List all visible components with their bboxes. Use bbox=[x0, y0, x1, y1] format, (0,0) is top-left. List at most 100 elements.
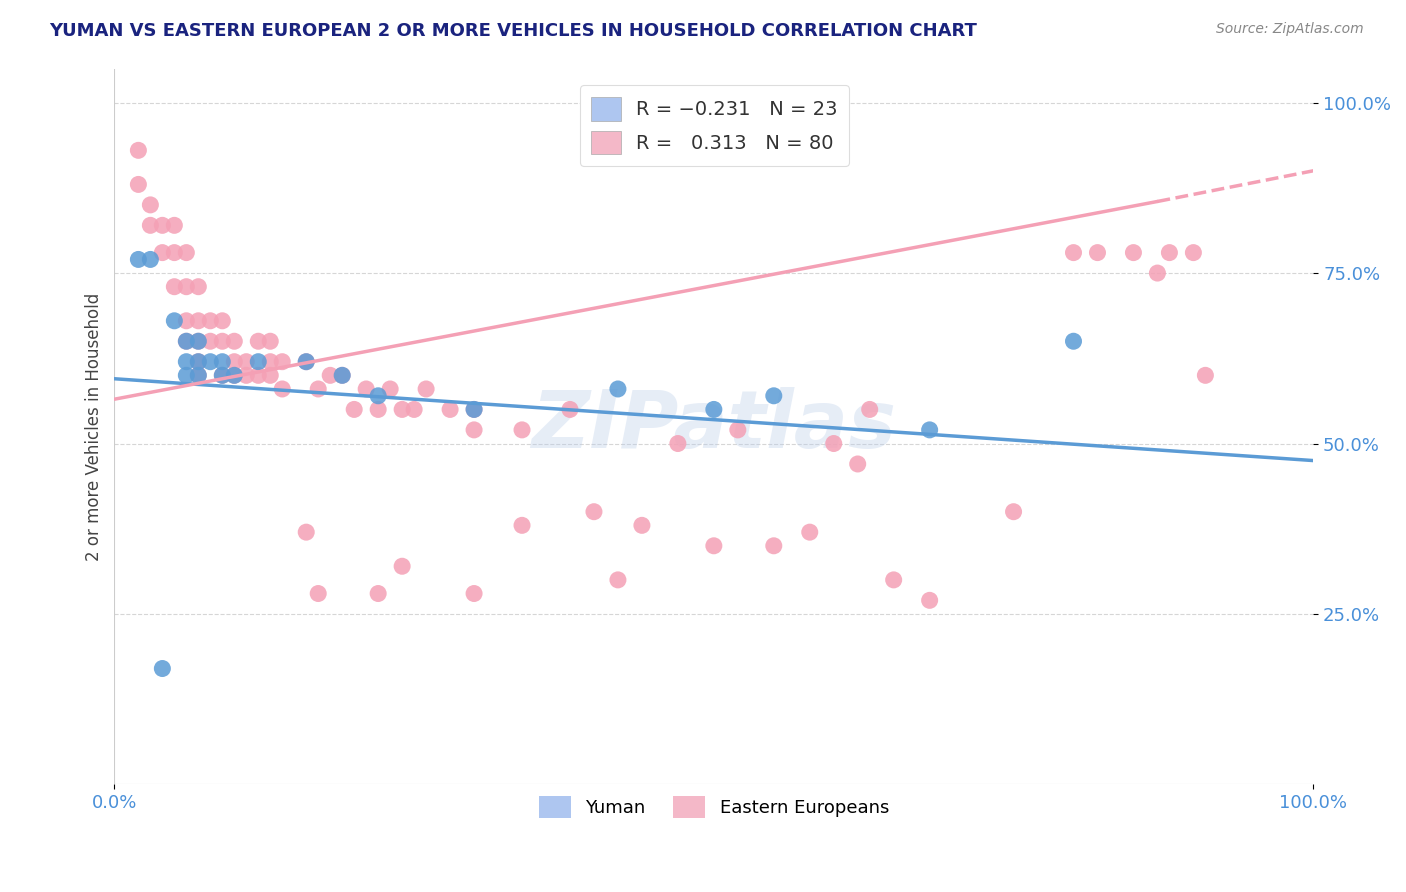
Point bbox=[367, 402, 389, 417]
Point bbox=[295, 354, 318, 368]
Point bbox=[139, 198, 162, 212]
Text: ZIPatlas: ZIPatlas bbox=[531, 387, 897, 466]
Point bbox=[211, 314, 233, 328]
Point bbox=[510, 518, 533, 533]
Point bbox=[463, 586, 485, 600]
Point bbox=[224, 368, 246, 383]
Point bbox=[367, 586, 389, 600]
Point bbox=[918, 423, 941, 437]
Point bbox=[606, 382, 628, 396]
Point bbox=[378, 382, 401, 396]
Point bbox=[224, 354, 246, 368]
Point bbox=[582, 505, 605, 519]
Point bbox=[1122, 245, 1144, 260]
Point bbox=[1087, 245, 1109, 260]
Point bbox=[330, 368, 353, 383]
Point bbox=[259, 354, 281, 368]
Point bbox=[247, 354, 270, 368]
Point bbox=[176, 334, 198, 349]
Point bbox=[139, 219, 162, 233]
Point bbox=[846, 457, 869, 471]
Point bbox=[127, 178, 149, 192]
Point bbox=[187, 368, 209, 383]
Point bbox=[404, 402, 426, 417]
Point bbox=[163, 314, 186, 328]
Point bbox=[176, 368, 198, 383]
Point bbox=[1002, 505, 1025, 519]
Point bbox=[1146, 266, 1168, 280]
Point bbox=[224, 334, 246, 349]
Point bbox=[163, 219, 186, 233]
Point bbox=[187, 314, 209, 328]
Point bbox=[211, 368, 233, 383]
Point bbox=[187, 354, 209, 368]
Point bbox=[127, 144, 149, 158]
Point bbox=[799, 525, 821, 540]
Point bbox=[187, 279, 209, 293]
Point bbox=[1063, 245, 1085, 260]
Point bbox=[247, 368, 270, 383]
Point bbox=[211, 334, 233, 349]
Point bbox=[295, 525, 318, 540]
Point bbox=[463, 423, 485, 437]
Point bbox=[606, 573, 628, 587]
Point bbox=[666, 436, 689, 450]
Point bbox=[187, 368, 209, 383]
Point bbox=[391, 402, 413, 417]
Point bbox=[463, 402, 485, 417]
Point bbox=[247, 334, 270, 349]
Point bbox=[859, 402, 882, 417]
Point bbox=[307, 586, 329, 600]
Point bbox=[463, 402, 485, 417]
Point bbox=[187, 354, 209, 368]
Point bbox=[439, 402, 461, 417]
Point bbox=[163, 279, 186, 293]
Point bbox=[211, 368, 233, 383]
Point bbox=[139, 252, 162, 267]
Point bbox=[235, 368, 257, 383]
Point bbox=[259, 334, 281, 349]
Point bbox=[1182, 245, 1205, 260]
Point bbox=[187, 334, 209, 349]
Point bbox=[1063, 334, 1085, 349]
Point bbox=[727, 423, 749, 437]
Point bbox=[176, 279, 198, 293]
Point bbox=[235, 354, 257, 368]
Point bbox=[150, 219, 173, 233]
Point bbox=[150, 245, 173, 260]
Point bbox=[176, 354, 198, 368]
Point bbox=[703, 402, 725, 417]
Text: YUMAN VS EASTERN EUROPEAN 2 OR MORE VEHICLES IN HOUSEHOLD CORRELATION CHART: YUMAN VS EASTERN EUROPEAN 2 OR MORE VEHI… bbox=[49, 22, 977, 40]
Point bbox=[200, 314, 222, 328]
Point bbox=[343, 402, 366, 417]
Point bbox=[823, 436, 845, 450]
Point bbox=[558, 402, 581, 417]
Point bbox=[918, 593, 941, 607]
Point bbox=[200, 354, 222, 368]
Point bbox=[163, 245, 186, 260]
Point bbox=[271, 382, 294, 396]
Point bbox=[176, 334, 198, 349]
Text: Source: ZipAtlas.com: Source: ZipAtlas.com bbox=[1216, 22, 1364, 37]
Point bbox=[176, 314, 198, 328]
Point bbox=[127, 252, 149, 267]
Point bbox=[631, 518, 654, 533]
Point bbox=[150, 661, 173, 675]
Y-axis label: 2 or more Vehicles in Household: 2 or more Vehicles in Household bbox=[86, 293, 103, 560]
Point bbox=[224, 368, 246, 383]
Point bbox=[200, 334, 222, 349]
Point bbox=[330, 368, 353, 383]
Point bbox=[307, 382, 329, 396]
Point bbox=[211, 354, 233, 368]
Point bbox=[510, 423, 533, 437]
Point bbox=[187, 334, 209, 349]
Point bbox=[354, 382, 377, 396]
Point bbox=[319, 368, 342, 383]
Legend: Yuman, Eastern Europeans: Yuman, Eastern Europeans bbox=[531, 789, 897, 825]
Point bbox=[1159, 245, 1181, 260]
Point bbox=[271, 354, 294, 368]
Point bbox=[259, 368, 281, 383]
Point bbox=[391, 559, 413, 574]
Point bbox=[703, 539, 725, 553]
Point bbox=[415, 382, 437, 396]
